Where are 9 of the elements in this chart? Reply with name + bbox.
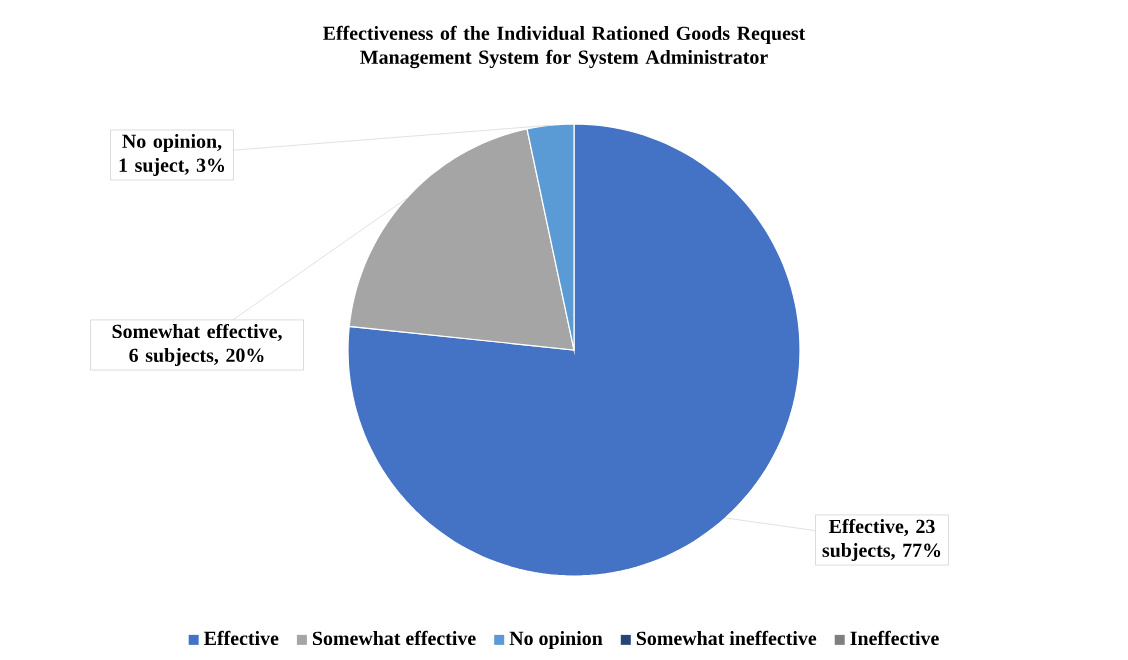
legend-label: Somewhat effective	[312, 630, 476, 646]
legend-label: Effective	[204, 630, 279, 646]
data-label: No opinion, 1 suject, 3%	[119, 134, 225, 176]
legend-label: Somewhat ineffective	[636, 630, 817, 646]
chart-title: Effectiveness of the Individual Rationed Goods Request Management System for System Administrator	[323, 25, 806, 69]
data-label: Somewhat effective, 6 subjects, 20%	[112, 323, 282, 367]
legend-label: Ineffective	[850, 630, 939, 646]
data-label: Effective, 23 subjects, 77%	[822, 518, 941, 562]
legend-label: No opinion	[509, 631, 603, 650]
